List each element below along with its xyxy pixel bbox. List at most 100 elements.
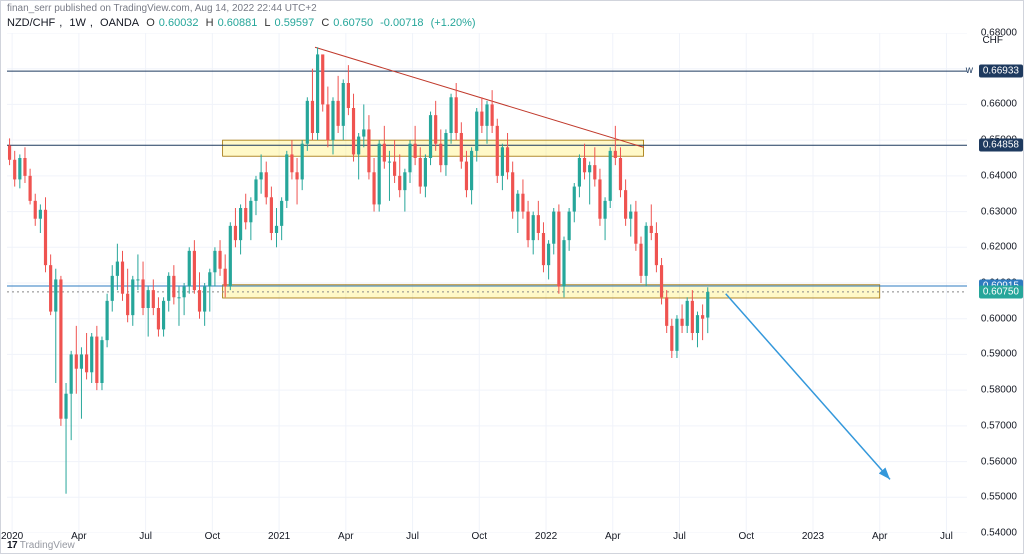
- candle: [172, 276, 175, 297]
- candle: [285, 154, 288, 200]
- candle: [419, 158, 422, 187]
- candle: [23, 158, 26, 176]
- y-axis[interactable]: CHF 0.540000.550000.560000.570000.580000…: [965, 33, 1023, 533]
- candle: [162, 301, 165, 330]
- candle: [398, 176, 401, 190]
- candle: [13, 160, 16, 180]
- candle: [465, 162, 468, 191]
- candle: [249, 201, 252, 222]
- candle: [75, 354, 78, 368]
- candle: [306, 101, 309, 144]
- timeframe[interactable]: 1W: [69, 17, 86, 29]
- candle: [188, 251, 191, 287]
- candle: [265, 172, 268, 197]
- provider[interactable]: OANDA: [100, 17, 139, 29]
- candle: [100, 340, 103, 383]
- candle: [64, 394, 67, 419]
- y-tick: 0.68000: [981, 28, 1017, 39]
- candle: [491, 104, 494, 125]
- candle: [239, 208, 242, 240]
- candle: [136, 279, 139, 280]
- candle: [532, 215, 535, 240]
- candle: [501, 147, 504, 176]
- candle: [449, 97, 452, 133]
- x-axis[interactable]: 2020AprJulOct2021AprJulOct2022AprJulOct2…: [7, 531, 967, 547]
- candle: [39, 210, 42, 219]
- candle: [408, 144, 411, 173]
- candle: [218, 251, 221, 269]
- candle: [634, 212, 637, 244]
- candle: [598, 179, 601, 218]
- candle: [562, 240, 565, 286]
- y-tick: 0.54000: [981, 528, 1017, 539]
- candle: [665, 297, 668, 326]
- candle: [460, 133, 463, 162]
- candle: [177, 297, 180, 298]
- candle: [80, 354, 83, 368]
- candle: [475, 112, 478, 151]
- candle: [439, 144, 442, 165]
- symbol[interactable]: NZD/CHF: [7, 17, 55, 29]
- candle: [183, 287, 186, 298]
- candle: [280, 201, 283, 226]
- candle: [208, 272, 211, 286]
- candle: [234, 226, 237, 240]
- x-tick: Oct: [738, 531, 754, 542]
- candle: [311, 101, 314, 133]
- candle: [393, 162, 396, 176]
- candle: [203, 287, 206, 312]
- candle: [126, 294, 129, 315]
- candle: [378, 144, 381, 205]
- candle: [295, 172, 298, 179]
- y-tick: 0.64000: [981, 170, 1017, 181]
- candle: [444, 133, 447, 165]
- candle: [470, 151, 473, 190]
- price-tag: 0.66933: [979, 65, 1023, 78]
- candle: [660, 265, 663, 297]
- candle: [629, 212, 632, 219]
- candle: [90, 337, 93, 373]
- chart-pane[interactable]: [7, 33, 967, 533]
- candle: [316, 54, 319, 133]
- candle: [403, 172, 406, 190]
- candle: [496, 126, 499, 176]
- candle: [147, 290, 150, 308]
- candle: [270, 197, 273, 233]
- y-tick: 0.63000: [981, 206, 1017, 217]
- candle: [44, 210, 47, 265]
- candle: [352, 108, 355, 154]
- x-tick: 2023: [802, 531, 824, 542]
- candle: [588, 165, 591, 172]
- candle: [639, 244, 642, 276]
- candle: [547, 244, 550, 265]
- candle: [521, 194, 524, 212]
- candle: [434, 115, 437, 144]
- candle: [244, 208, 247, 222]
- candle: [152, 290, 155, 308]
- candle: [609, 151, 612, 201]
- x-tick: Jul: [139, 531, 152, 542]
- x-tick: 2022: [535, 531, 557, 542]
- candle: [516, 194, 519, 212]
- chart-svg: [7, 33, 967, 533]
- candle: [131, 279, 134, 315]
- candle: [506, 147, 509, 172]
- price-tag: 0.64858: [979, 139, 1023, 152]
- candle: [383, 144, 386, 162]
- candle: [290, 154, 293, 172]
- candle: [121, 262, 124, 294]
- ohlc-pct: (+1.20%): [431, 17, 476, 29]
- candle: [213, 251, 216, 272]
- chart-root: finan_serr published on TradingView.com,…: [0, 0, 1024, 554]
- ohlc-c: 0.60750: [333, 17, 373, 29]
- candle: [331, 101, 334, 140]
- candle: [680, 319, 683, 326]
- candle: [670, 326, 673, 351]
- candle: [362, 129, 365, 136]
- candle: [8, 146, 11, 160]
- candle: [254, 179, 257, 200]
- candle: [301, 144, 304, 180]
- publish-meta: finan_serr published on TradingView.com,…: [1, 1, 1023, 17]
- candle: [224, 269, 227, 287]
- candle: [34, 201, 37, 219]
